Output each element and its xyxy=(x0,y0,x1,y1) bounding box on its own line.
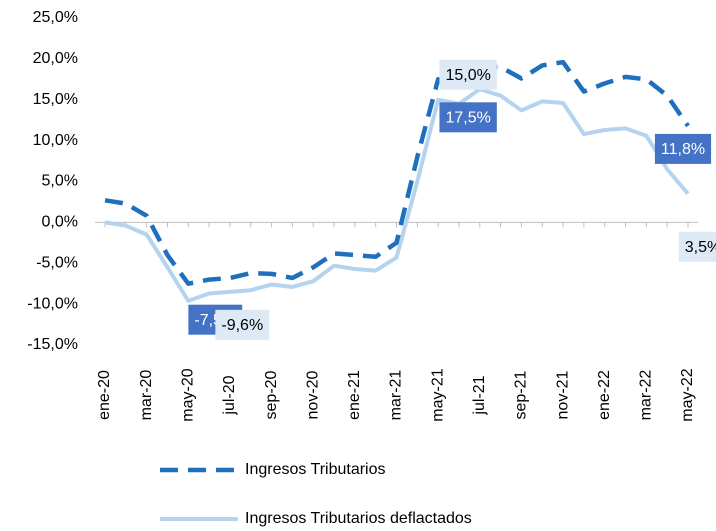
x-tick-label: may-20 xyxy=(180,368,197,421)
x-tick-label: sep-21 xyxy=(513,370,530,419)
x-tick-label: mar-20 xyxy=(138,370,155,421)
data-label-box xyxy=(215,309,270,340)
data-label: 15,0% xyxy=(439,59,497,90)
x-tick-label: may-21 xyxy=(429,368,446,421)
data-label-box xyxy=(439,102,497,133)
x-tick-label: mar-21 xyxy=(388,370,405,421)
y-tick-label: 25,0% xyxy=(33,9,78,26)
y-tick-label: -5,0% xyxy=(36,254,78,271)
y-tick-label: -15,0% xyxy=(27,336,78,353)
y-tick-label: 10,0% xyxy=(33,132,78,149)
x-tick-label: nov-21 xyxy=(554,370,571,419)
legend-label: Ingresos Tributarios xyxy=(245,461,386,478)
x-tick-label: may-22 xyxy=(679,368,696,421)
y-tick-label: 5,0% xyxy=(42,173,78,190)
x-tick-label: sep-20 xyxy=(263,370,280,419)
x-tick-label: mar-22 xyxy=(638,370,655,421)
data-label-box xyxy=(439,59,497,90)
y-tick-label: 15,0% xyxy=(33,91,78,108)
x-tick-label: ene-22 xyxy=(596,370,613,420)
data-label-text: 3,5% xyxy=(685,239,716,256)
data-label: 3,5% xyxy=(678,231,716,262)
data-label-text: 15,0% xyxy=(445,67,490,84)
data-label-text: 11,8% xyxy=(661,141,705,158)
y-tick-label: 0,0% xyxy=(42,214,78,231)
legend-label: Ingresos Tributarios deflactados xyxy=(245,510,472,527)
data-label-box xyxy=(678,231,716,262)
x-tick-label: ene-21 xyxy=(346,370,363,420)
y-tick-label: 20,0% xyxy=(33,50,78,67)
data-label-box xyxy=(654,133,712,164)
data-label: 17,5% xyxy=(439,102,497,133)
x-tick-label: nov-20 xyxy=(304,370,321,419)
data-label-text: -9,6% xyxy=(221,317,263,334)
series-line xyxy=(104,87,690,303)
data-label-text: 17,5% xyxy=(445,110,490,127)
y-tick-label: -10,0% xyxy=(27,295,78,312)
data-label: -9,6% xyxy=(215,309,270,340)
x-tick-label: jul-21 xyxy=(471,375,488,415)
x-tick-label: jul-20 xyxy=(221,375,238,415)
data-label: 11,8% xyxy=(654,133,712,164)
series-line xyxy=(104,59,690,286)
x-tick-label: ene-20 xyxy=(96,370,113,420)
